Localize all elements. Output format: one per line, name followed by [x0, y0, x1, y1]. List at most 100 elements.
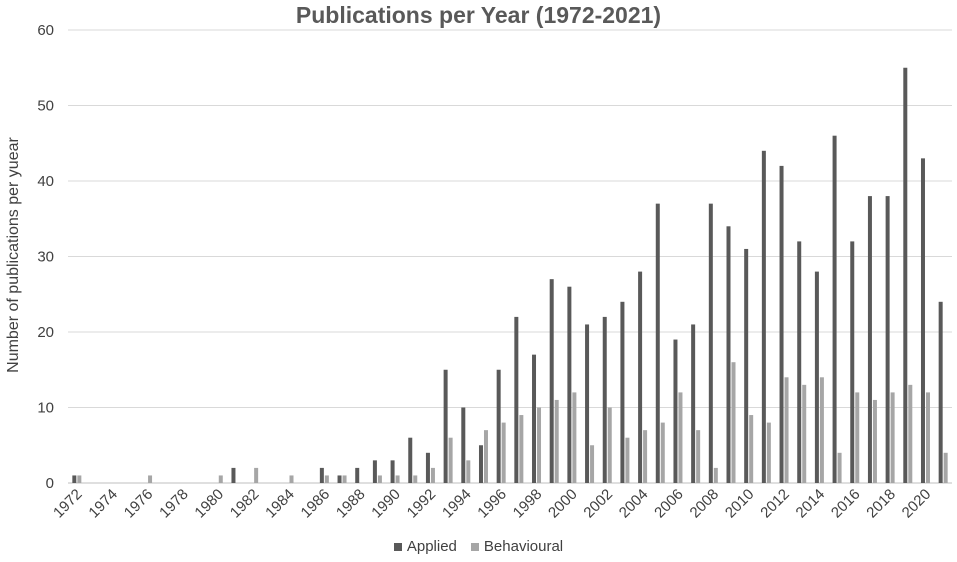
bar-behavioural-2002: [607, 407, 612, 483]
bar-applied-1993: [443, 369, 448, 483]
gridlines: [68, 29, 952, 484]
bar-applied-2002: [602, 316, 607, 483]
x-tick-label: 1994: [439, 486, 475, 522]
y-tick-label: 50: [37, 98, 54, 115]
y-tick-label: 20: [37, 324, 54, 341]
legend-item-applied: Applied: [393, 538, 457, 555]
bar-behavioural-2009: [731, 362, 736, 483]
bar-applied-2009: [726, 226, 731, 484]
bar-applied-1988: [355, 467, 360, 483]
bar-behavioural-1991: [413, 475, 418, 483]
x-tick-label: 1982: [227, 486, 263, 522]
bar-applied-1992: [425, 452, 430, 483]
legend-label-behavioural: Behavioural: [483, 538, 564, 555]
bars: [72, 67, 948, 484]
x-tick-label: 1986: [298, 486, 334, 522]
bar-applied-2004: [638, 271, 643, 483]
bar-applied-2005: [655, 203, 660, 483]
bar-behavioural-1995: [483, 430, 488, 483]
bar-behavioural-2008: [713, 467, 718, 483]
x-tick-label: 2018: [863, 486, 899, 522]
bar-behavioural-1992: [430, 467, 435, 483]
y-tick-labels: 0 10 20 30 40 50 60: [37, 22, 54, 492]
bar-behavioural-2011: [766, 422, 771, 483]
x-tick-label: 2020: [899, 486, 935, 522]
legend-swatch-applied: [393, 542, 402, 551]
bar-behavioural-2012: [784, 377, 789, 483]
bar-applied-1990: [390, 460, 395, 483]
bar-behavioural-2020: [925, 392, 930, 483]
bar-behavioural-2006: [678, 392, 683, 483]
bar-applied-1997: [514, 316, 519, 483]
x-tick-label: 2016: [828, 486, 864, 522]
x-tick-label: 1996: [474, 486, 510, 522]
bar-applied-2007: [691, 324, 696, 483]
x-tick-label: 1992: [404, 486, 440, 522]
x-tick-label: 2012: [757, 486, 793, 522]
bar-behavioural-2019: [908, 384, 913, 483]
bar-behavioural-2017: [872, 399, 877, 483]
bar-applied-1986: [319, 467, 324, 483]
bar-behavioural-2007: [696, 430, 701, 483]
x-tick-label: 1978: [156, 486, 192, 522]
bar-applied-2015: [832, 135, 837, 483]
x-tick-label: 2008: [687, 486, 723, 522]
bar-applied-1981: [231, 467, 236, 483]
bar-behavioural-1987: [342, 475, 347, 483]
bar-applied-2016: [850, 241, 855, 483]
bar-behavioural-2005: [660, 422, 665, 483]
bar-behavioural-2014: [819, 377, 824, 483]
bar-behavioural-1997: [519, 415, 524, 483]
bar-behavioural-1998: [537, 407, 542, 483]
bar-applied-2008: [708, 203, 713, 483]
bar-behavioural-2016: [855, 392, 860, 483]
bar-applied-2020: [920, 158, 925, 483]
bar-applied-1998: [532, 354, 537, 483]
x-tick-label: 1972: [50, 486, 86, 522]
bar-behavioural-2000: [572, 392, 577, 483]
y-tick-label: 40: [37, 173, 54, 190]
legend-swatch-behavioural: [470, 542, 479, 551]
bar-applied-1972: [72, 475, 77, 483]
bar-behavioural-2013: [802, 384, 807, 483]
x-tick-label: 1984: [262, 486, 298, 522]
x-tick-label: 2014: [793, 486, 829, 522]
bar-applied-1995: [478, 445, 483, 483]
bar-behavioural-2015: [837, 452, 842, 483]
bar-applied-2000: [567, 286, 572, 483]
bar-behavioural-2001: [590, 445, 595, 483]
bar-applied-2003: [620, 301, 625, 483]
bar-behavioural-1994: [466, 460, 471, 483]
bar-behavioural-1972: [77, 475, 82, 483]
bar-behavioural-1993: [448, 437, 453, 483]
bar-applied-1994: [461, 407, 466, 483]
bar-behavioural-1999: [554, 399, 559, 483]
bar-applied-2011: [761, 150, 766, 484]
bar-applied-2001: [585, 324, 590, 483]
bar-applied-1987: [337, 475, 342, 483]
y-tick-label: 60: [37, 22, 54, 39]
x-tick-label: 1998: [510, 486, 546, 522]
bar-applied-2017: [867, 196, 872, 483]
bar-behavioural-1986: [324, 475, 329, 483]
bar-applied-1999: [549, 279, 554, 483]
bar-behavioural-1989: [377, 475, 382, 483]
bar-applied-2012: [779, 165, 784, 483]
bar-applied-2014: [814, 271, 819, 483]
bar-applied-2021: [938, 301, 943, 483]
bar-applied-2018: [885, 196, 890, 483]
legend-item-behavioural: Behavioural: [470, 538, 564, 555]
bar-behavioural-2004: [643, 430, 648, 483]
bar-applied-1989: [372, 460, 377, 483]
bar-behavioural-1982: [254, 467, 259, 483]
y-tick-label: 0: [46, 475, 54, 492]
x-tick-label: 1988: [333, 486, 369, 522]
x-tick-label: 1990: [368, 486, 404, 522]
bar-behavioural-1980: [218, 475, 223, 483]
x-tick-labels: 1972 1974 1976 1978 1980 1982 1984 1986 1988 1990…: [50, 486, 934, 522]
legend-label-applied: Applied: [406, 538, 457, 555]
chart-title: Publications per Year (1972-2021): [295, 2, 662, 28]
bar-behavioural-2003: [625, 437, 630, 483]
bar-behavioural-2018: [890, 392, 895, 483]
